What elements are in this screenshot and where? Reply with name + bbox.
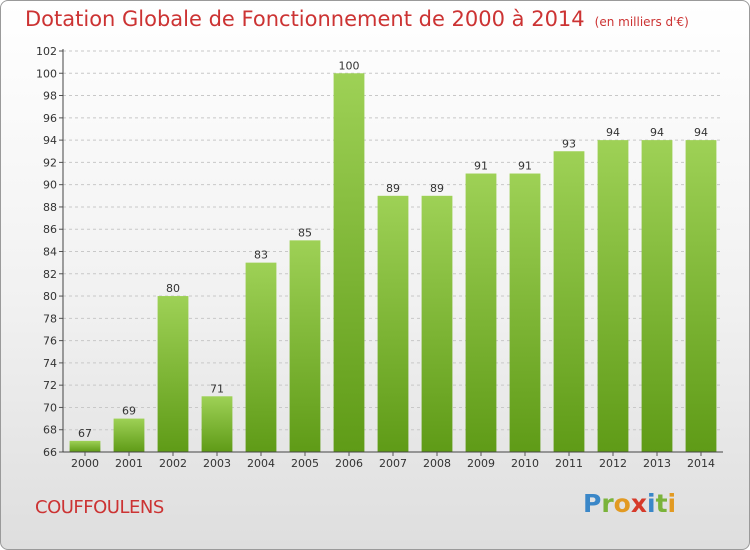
y-tick-label: 94 [43,134,57,147]
y-tick-label: 74 [43,357,57,370]
y-tick-label: 98 [43,90,57,103]
data-label-2000: 67 [78,427,92,440]
x-tick-label-2014: 2014 [687,457,715,470]
bar-2002 [157,296,189,452]
y-tick-label: 80 [43,290,57,303]
chart-title: Dotation Globale de Fonctionnement de 20… [25,7,689,31]
y-tick-label: 72 [43,379,57,392]
y-tick-label: 76 [43,335,57,348]
data-label-2004: 83 [254,249,268,262]
bar-2010 [509,173,541,452]
x-tick-label-2005: 2005 [291,457,319,470]
proxiti-logo: Proxiti [583,489,677,518]
bar-2014 [685,140,717,452]
x-tick-label-2004: 2004 [247,457,275,470]
data-label-2014: 94 [694,126,708,139]
bar-2009 [465,173,497,452]
y-tick-label: 86 [43,223,57,236]
bar-2008 [421,195,453,453]
bar-2000 [69,440,101,452]
y-tick-label: 84 [43,246,57,259]
data-label-2003: 71 [210,382,224,395]
bar-2003 [201,396,233,452]
x-tick-label-2007: 2007 [379,457,407,470]
x-tick-label-2003: 2003 [203,457,231,470]
labels: 67 2000 69 2001 80 2002 71 2003 83 2004 85 2005 100 2… [71,59,715,470]
bar-2012 [597,140,629,452]
chart-unit: (en milliers d'€) [594,15,689,29]
y-tick-label: 90 [43,179,57,192]
y-tick-label: 68 [43,424,57,437]
data-label-2007: 89 [386,182,400,195]
bar-2007 [377,195,409,453]
bar-2011 [553,151,585,452]
data-label-2008: 89 [430,182,444,195]
y-tick-label: 96 [43,112,57,125]
town-name: COUFFOULENS [35,497,164,518]
data-label-2012: 94 [606,126,620,139]
data-label-2006: 100 [339,59,360,72]
bars [69,73,717,453]
x-tick-label-2000: 2000 [71,457,99,470]
bar-2004 [245,262,277,452]
y-tick-label: 88 [43,201,57,214]
x-tick-label-2008: 2008 [423,457,451,470]
y-tick-label: 70 [43,401,57,414]
y-tick-label: 92 [43,156,57,169]
data-label-2005: 85 [298,226,312,239]
bar-2005 [289,240,321,452]
axes: 66 68 70 72 74 76 78 80 82 84 86 88 90 92 94 96 98 100 102 [36,45,723,459]
data-label-2001: 69 [122,405,136,418]
x-tick-label-2011: 2011 [555,457,583,470]
x-tick-label-2002: 2002 [159,457,187,470]
data-label-2010: 91 [518,160,532,173]
bar-2013 [641,140,673,452]
y-tick-label: 100 [36,67,57,80]
x-tick-label-2010: 2010 [511,457,539,470]
y-tick-label: 78 [43,312,57,325]
y-tick-label: 82 [43,268,57,281]
y-tick-label: 102 [36,45,57,58]
x-tick-label-2013: 2013 [643,457,671,470]
x-tick-label-2006: 2006 [335,457,363,470]
chart-title-text: Dotation Globale de Fonctionnement de 20… [25,7,585,31]
bar-2001 [113,418,145,452]
x-tick-label-2009: 2009 [467,457,495,470]
bar-2006 [333,73,365,453]
x-tick-label-2012: 2012 [599,457,627,470]
data-label-2013: 94 [650,126,664,139]
y-tick-label: 66 [43,446,57,459]
x-tick-label-2001: 2001 [115,457,143,470]
data-label-2011: 93 [562,137,576,150]
bar-chart: 66 68 70 72 74 76 78 80 82 84 86 88 90 92 94 96 98 100 102… [36,45,723,470]
data-label-2009: 91 [474,160,488,173]
data-label-2002: 80 [166,282,180,295]
